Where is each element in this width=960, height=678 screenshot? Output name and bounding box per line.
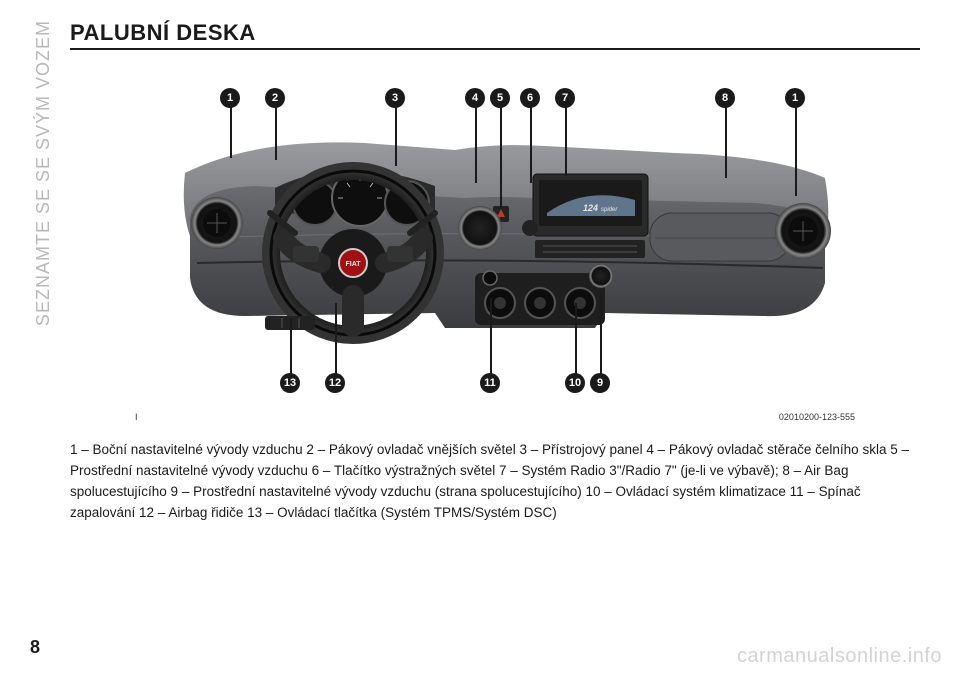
callout-leader: [395, 98, 397, 166]
figure-footer: I 02010200-123-555: [135, 412, 855, 422]
callout-10: 10: [565, 373, 585, 393]
centre-vent-passenger: [589, 264, 613, 288]
callout-leader: [795, 98, 797, 196]
watermark: carmanualsonline.info: [737, 645, 942, 668]
screen-logo-sub: spider: [601, 207, 618, 213]
ignition-switch: [483, 271, 497, 285]
screen-logo-text: 124: [583, 203, 598, 213]
callout-6: 6: [520, 88, 540, 108]
page-number: 8: [30, 637, 40, 658]
callout-8: 8: [715, 88, 735, 108]
callout-leader: [475, 98, 477, 183]
side-tab: SEZNAMTE SE SE SVÝM VOZEM: [28, 20, 58, 598]
callout-1: 1: [785, 88, 805, 108]
figure-label: I: [135, 412, 138, 422]
callout-leader: [600, 293, 602, 383]
callout-12: 12: [325, 373, 345, 393]
fiat-badge-text: FIAT: [345, 261, 361, 268]
callout-leader: [530, 98, 532, 183]
centre-vent-right-stub: [522, 220, 538, 236]
callout-7: 7: [555, 88, 575, 108]
callout-leader: [490, 298, 492, 383]
callout-leader: [725, 98, 727, 178]
wheel-buttons-right: [387, 246, 413, 262]
callout-1: 1: [220, 88, 240, 108]
manual-page: SEZNAMTE SE SE SVÝM VOZEM PALUBNÍ DESKA: [0, 0, 960, 678]
callout-5: 5: [490, 88, 510, 108]
callout-3: 3: [385, 88, 405, 108]
radio-slot: [535, 240, 645, 258]
dashboard-figure: 124 spider: [135, 68, 855, 408]
callout-leader: [565, 98, 567, 176]
callout-leader: [575, 303, 577, 383]
side-tab-text: SEZNAMTE SE SE SVÝM VOZEM: [33, 20, 54, 326]
callout-leader: [335, 303, 337, 383]
callout-9: 9: [590, 373, 610, 393]
dashboard-svg: 124 spider: [135, 68, 855, 408]
page-heading: PALUBNÍ DESKA: [70, 20, 920, 50]
figure-container: 124 spider: [70, 68, 920, 408]
callout-leader: [500, 98, 502, 208]
callout-2: 2: [265, 88, 285, 108]
callout-4: 4: [465, 88, 485, 108]
callout-13: 13: [280, 373, 300, 393]
passenger-airbag-panel: [650, 213, 790, 261]
wheel-buttons-left: [293, 246, 319, 262]
callout-11: 11: [480, 373, 500, 393]
legend-text: 1 – Boční nastavitelné vývody vzduchu 2 …: [70, 440, 920, 524]
centre-vent-left: [458, 206, 502, 250]
figure-code: 02010200-123-555: [779, 412, 855, 422]
